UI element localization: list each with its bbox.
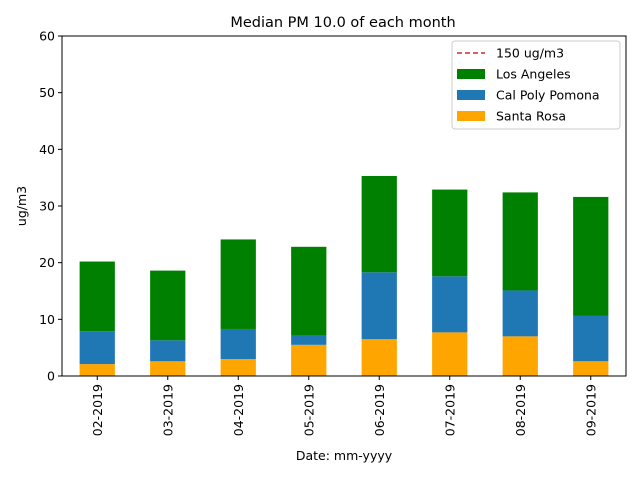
legend: 150 ug/m3 Los Angeles Cal Poly Pomona Santa… xyxy=(451,40,621,130)
legend-label: Los Angeles xyxy=(496,67,571,82)
x-tick-label: 05-2019 xyxy=(301,384,316,436)
y-tick-label: 10 xyxy=(39,312,55,327)
bar-cal-poly-pomona-07-2019 xyxy=(432,276,468,333)
bar-santa-rosa-04-2019 xyxy=(220,359,256,376)
bars-group xyxy=(79,175,609,376)
bar-los-angeles-02-2019 xyxy=(79,261,115,332)
bar-los-angeles-09-2019 xyxy=(573,196,609,316)
bar-los-angeles-08-2019 xyxy=(502,192,538,291)
bar-los-angeles-04-2019 xyxy=(220,239,256,329)
bar-cal-poly-pomona-06-2019 xyxy=(361,272,397,340)
legend-box xyxy=(451,40,621,130)
x-axis-label: Date: mm-yyyy xyxy=(296,448,393,463)
bar-los-angeles-05-2019 xyxy=(291,246,327,336)
y-tick-label: 50 xyxy=(39,85,55,100)
x-tick-label: 06-2019 xyxy=(372,384,387,436)
x-tick-label: 04-2019 xyxy=(231,384,246,436)
bar-santa-rosa-03-2019 xyxy=(150,361,186,376)
y-axis-label: ug/m3 xyxy=(14,186,29,226)
x-tick-label: 02-2019 xyxy=(90,384,105,436)
legend-label: 150 ug/m3 xyxy=(496,46,564,61)
x-tick-label: 03-2019 xyxy=(160,384,175,436)
bar-santa-rosa-09-2019 xyxy=(573,361,609,376)
y-tick-label: 40 xyxy=(39,142,55,157)
legend-label: Cal Poly Pomona xyxy=(496,88,600,103)
x-tick-label: 07-2019 xyxy=(442,384,457,436)
plot-frame xyxy=(61,35,627,377)
legend-swatch xyxy=(457,90,485,100)
bar-santa-rosa-02-2019 xyxy=(79,364,115,376)
legend-swatch xyxy=(457,69,485,79)
chart-title: Median PM 10.0 of each month xyxy=(230,15,455,31)
bar-cal-poly-pomona-09-2019 xyxy=(573,315,609,362)
bar-santa-rosa-07-2019 xyxy=(432,332,468,376)
y-tick-label: 20 xyxy=(39,255,55,270)
bar-santa-rosa-08-2019 xyxy=(502,336,538,376)
x-axis: 02-2019 03-2019 04-2019 05-2019 06-2019 07-20… xyxy=(90,376,598,436)
y-tick-label: 30 xyxy=(39,199,55,214)
bar-cal-poly-pomona-03-2019 xyxy=(150,340,186,362)
bar-los-angeles-07-2019 xyxy=(432,189,468,277)
legend-label: Santa Rosa xyxy=(496,109,566,124)
bar-santa-rosa-06-2019 xyxy=(361,339,397,376)
bar-cal-poly-pomona-05-2019 xyxy=(291,335,327,345)
legend-swatch xyxy=(457,111,485,121)
y-tick-label: 60 xyxy=(39,29,55,44)
x-tick-label: 09-2019 xyxy=(583,384,598,436)
y-axis: 0 10 20 30 40 50 60 xyxy=(39,29,62,384)
bar-cal-poly-pomona-04-2019 xyxy=(220,328,256,359)
bar-los-angeles-06-2019 xyxy=(361,175,397,273)
bar-cal-poly-pomona-02-2019 xyxy=(79,331,115,365)
bar-cal-poly-pomona-08-2019 xyxy=(502,290,538,337)
y-tick-label: 0 xyxy=(47,369,55,384)
bar-los-angeles-03-2019 xyxy=(150,270,186,341)
bar-santa-rosa-05-2019 xyxy=(291,344,327,376)
x-tick-label: 08-2019 xyxy=(513,384,528,436)
